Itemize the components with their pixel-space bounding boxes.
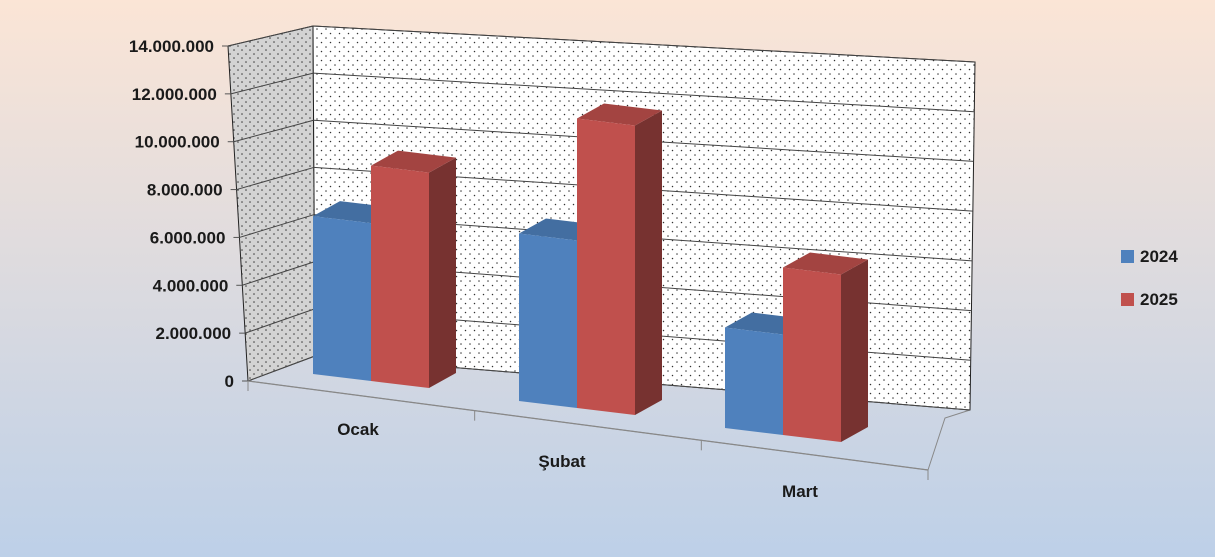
x-axis-line	[247, 380, 929, 471]
legend: 2024 2025	[1121, 247, 1178, 309]
gridline-side	[227, 25, 314, 47]
y-tick-label: 8.000.000	[147, 181, 223, 200]
gridline-side	[236, 166, 314, 191]
legend-swatch	[1121, 293, 1134, 306]
gridline-side	[239, 214, 315, 238]
gridline-side	[244, 308, 315, 334]
bar-front	[371, 165, 429, 388]
bar-2025-Mart	[783, 252, 868, 442]
y-tick-label: 14.000.000	[129, 37, 214, 56]
y-tick-label: 10.000.000	[135, 133, 220, 152]
bar-2025-Şubat	[577, 103, 662, 415]
x-category-label: Mart	[782, 482, 818, 501]
legend-label: 2024	[1140, 247, 1178, 266]
x-category-label: Ocak	[337, 420, 379, 439]
bar-2025-Ocak	[371, 150, 456, 388]
bar-top	[783, 252, 868, 275]
y-tick-label: 2.000.000	[156, 324, 232, 343]
y-tick-label: 0	[225, 372, 234, 391]
bar-top	[371, 150, 456, 173]
bars	[313, 103, 868, 442]
bar-top	[577, 103, 662, 126]
y-tick-label: 12.000.000	[132, 85, 217, 104]
gridline-side	[230, 72, 314, 95]
bar-front	[783, 267, 841, 442]
legend-label: 2025	[1140, 290, 1178, 309]
bar-front	[725, 327, 783, 435]
bar-side	[429, 157, 456, 388]
gridline-side	[233, 119, 314, 143]
bar-front	[577, 118, 635, 415]
x-category-label: Şubat	[538, 452, 586, 471]
bar-front	[313, 216, 371, 381]
legend-swatch	[1121, 250, 1134, 263]
y-axis-tick-labels: 0 2.000.000 4.000.000 6.000.000 8.000.000 10.…	[129, 37, 234, 391]
bar-front	[519, 233, 577, 408]
gridline-back	[313, 72, 975, 113]
y-tick-label: 4.000.000	[153, 276, 229, 295]
gridline-side	[242, 261, 315, 286]
bar-side	[635, 110, 662, 415]
gridline-back	[312, 25, 976, 63]
gridline-side	[247, 355, 316, 382]
y-tick-label: 6.000.000	[150, 228, 226, 247]
bar-side	[841, 259, 868, 442]
x-axis-category-labels: Ocak Şubat Mart	[337, 420, 818, 501]
axes	[222, 45, 929, 480]
